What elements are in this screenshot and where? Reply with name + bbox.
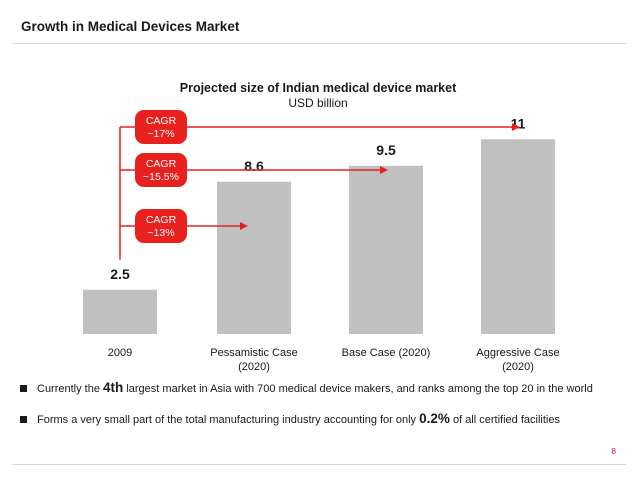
bullet-square-icon <box>20 416 27 423</box>
footer-divider <box>12 464 626 465</box>
cagr-label: CAGR ~13% <box>146 214 177 239</box>
value-label: 9.5 <box>376 142 396 158</box>
arrow-head-icon <box>380 166 388 174</box>
bar-1 <box>217 181 291 334</box>
bullet-text-after: of all certified facilities <box>449 414 560 426</box>
bullet-text-before: Currently the <box>37 383 104 395</box>
bullet-square-icon <box>20 385 27 392</box>
bar-0 <box>83 289 157 334</box>
value-label: 8.6 <box>244 158 264 174</box>
bullet-text-before: Forms a very small part of the total man… <box>37 414 420 426</box>
category-label: Aggressive Case (2020) <box>476 347 559 373</box>
cagr-badge <box>135 110 187 144</box>
arrow-head-icon <box>512 123 520 131</box>
bar-3 <box>481 139 555 334</box>
cagr-badge <box>135 209 187 243</box>
slide-title: Growth in Medical Devices Market <box>21 19 240 34</box>
cagr-label: CAGR ~17% <box>146 115 177 140</box>
bar-chart: Projected size of Indian medical device … <box>83 81 560 373</box>
cagr-label: CAGR ~15.5% <box>143 158 179 183</box>
bullet-item: Currently the 4th largest market in Asia… <box>20 380 595 397</box>
category-label: Pessamistic Case (2020) <box>210 347 297 373</box>
bullet-list: Currently the 4th largest market in Asia… <box>20 380 595 442</box>
category-label: 2009 <box>108 347 132 359</box>
bullet-highlight: 4th <box>103 380 124 395</box>
value-label: 2.5 <box>110 266 130 282</box>
arrow-head-icon <box>240 222 248 230</box>
bar-2 <box>349 165 423 334</box>
chart-subtitle: USD billion <box>288 96 347 110</box>
title-divider <box>12 43 626 44</box>
bullet-item: Forms a very small part of the total man… <box>20 411 595 428</box>
page-number: 8 <box>611 447 616 456</box>
category-label: Base Case (2020) <box>342 347 431 359</box>
cagr-badge <box>135 153 187 187</box>
chart-title: Projected size of Indian medical device … <box>180 81 457 95</box>
bullet-text-after: largest market in Asia with 700 medical … <box>123 383 593 395</box>
bullet-highlight: 0.2% <box>419 411 450 426</box>
